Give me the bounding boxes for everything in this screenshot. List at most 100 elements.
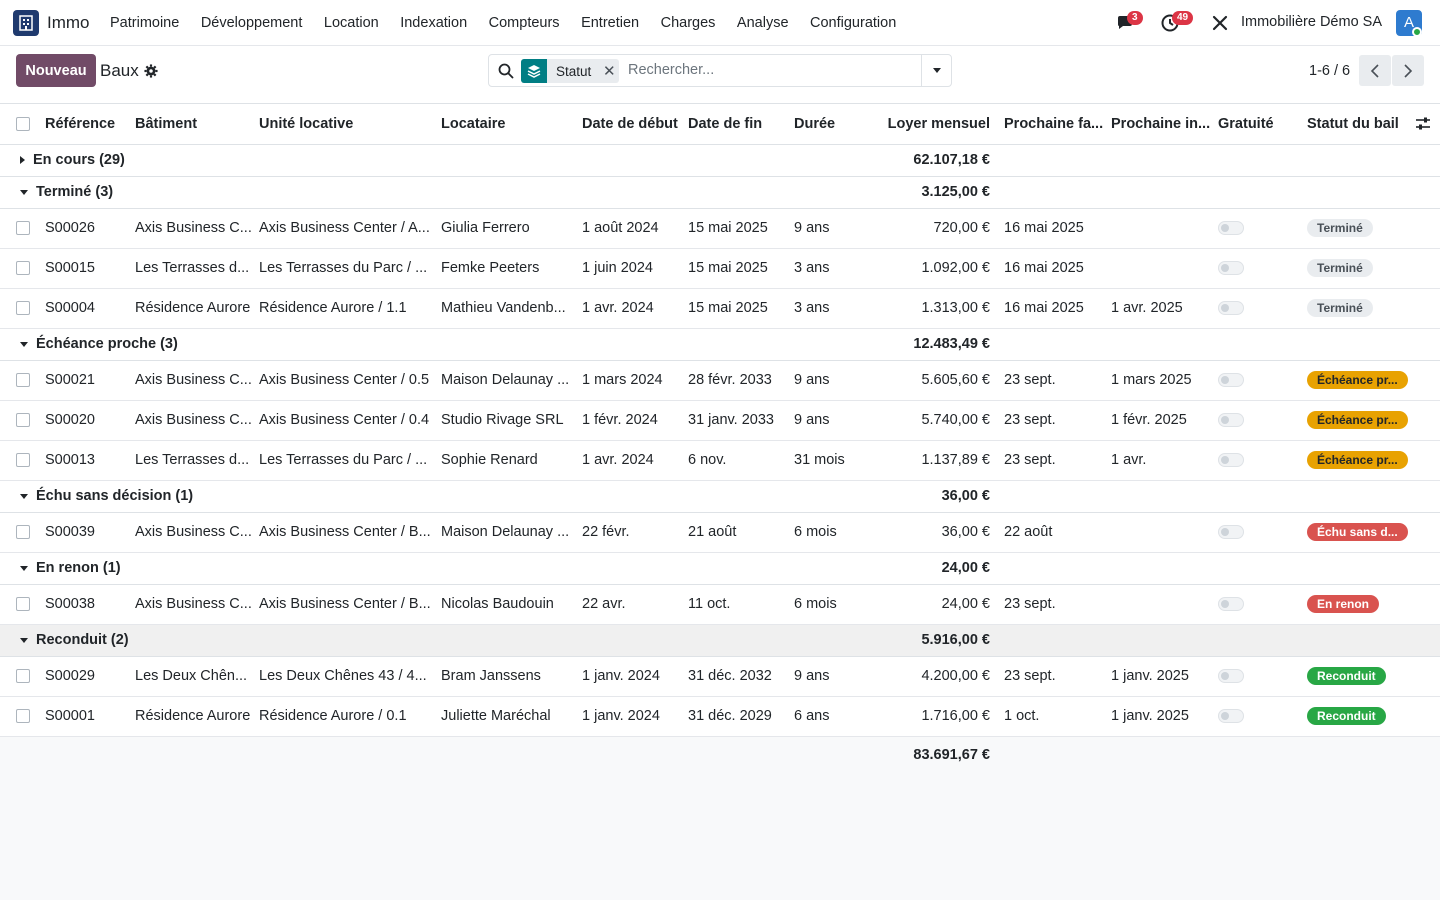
free-period-toggle[interactable] (1218, 525, 1244, 540)
search-input[interactable] (628, 62, 918, 78)
menu-location[interactable]: Location (323, 15, 379, 31)
table-row[interactable]: S00015 Les Terrasses d... Les Terrasses du… (0, 248, 1440, 289)
group-row[interactable]: Échéance proche (3) 12.483,49 € (0, 328, 1440, 361)
building-icon[interactable] (13, 10, 39, 36)
table-row[interactable]: S00004 Résidence Aurore Résidence Aurore /… (0, 288, 1440, 329)
group-label: En cours (29) (33, 152, 125, 168)
table-row[interactable]: S00001 Résidence Aurore Résidence Aurore /… (0, 696, 1440, 737)
free-period-toggle[interactable] (1218, 669, 1244, 684)
column-lease-status[interactable]: Statut du bail (1303, 104, 1415, 145)
pager-next[interactable] (1392, 55, 1424, 86)
column-reference[interactable]: Référence (41, 104, 131, 145)
column-tenant[interactable]: Locataire (437, 104, 578, 145)
row-select-cell (0, 440, 41, 481)
cell-lease-status: Échu sans d... (1303, 512, 1415, 553)
online-status-icon (1412, 27, 1422, 37)
table-row[interactable]: S00020 Axis Business C... Axis Business Ce… (0, 400, 1440, 441)
group-row[interactable]: En renon (1) 24,00 € (0, 552, 1440, 585)
tools-icon[interactable] (1210, 13, 1230, 33)
table-row[interactable]: S00021 Axis Business C... Axis Business Ce… (0, 360, 1440, 401)
column-next-indexation[interactable]: Prochaine in... (1107, 104, 1214, 145)
cell-monthly-rent: 36,00 € (868, 512, 1000, 553)
column-next-invoice[interactable]: Prochaine fa... (1000, 104, 1107, 145)
row-checkbox[interactable] (16, 373, 30, 388)
company-switcher[interactable]: Immobilière Démo SA (1241, 14, 1383, 30)
column-end-date[interactable]: Date de fin (684, 104, 790, 145)
menu-developpement[interactable]: Développement (200, 15, 303, 31)
row-checkbox[interactable] (16, 597, 30, 612)
menu-charges[interactable]: Charges (660, 15, 716, 31)
group-header-cell: Échéance proche (3) (0, 328, 578, 361)
menu-patrimoine[interactable]: Patrimoine (110, 15, 180, 31)
row-checkbox[interactable] (16, 413, 30, 428)
menu-entretien[interactable]: Entretien (581, 15, 640, 31)
row-checkbox[interactable] (16, 221, 30, 236)
cell-next-invoice: 22 août (1000, 512, 1107, 553)
free-period-toggle[interactable] (1218, 261, 1244, 276)
column-duration[interactable]: Durée (790, 104, 868, 145)
column-unit[interactable]: Unité locative (255, 104, 437, 145)
group-header-cell: Reconduit (2) (0, 624, 578, 657)
new-button[interactable]: Nouveau (16, 54, 96, 87)
column-free-period[interactable]: Gratuité (1214, 104, 1303, 145)
chevron-left-icon (1370, 63, 1379, 78)
facet-label: Statut (556, 63, 592, 79)
table-row[interactable]: S00038 Axis Business C... Axis Business Ce… (0, 584, 1440, 625)
group-row[interactable]: Échu sans décision (1) 36,00 € (0, 480, 1440, 513)
free-period-toggle[interactable] (1218, 221, 1244, 236)
cell-next-invoice: 23 sept. (1000, 360, 1107, 401)
cell-monthly-rent: 1.313,00 € (868, 288, 1000, 329)
search-options-toggle[interactable] (921, 55, 951, 86)
row-select-cell (0, 656, 41, 697)
table-row[interactable]: S00029 Les Deux Chên... Les Deux Chênes 43… (0, 656, 1440, 697)
group-label: En renon (1) (36, 560, 121, 576)
search-icon[interactable] (498, 63, 514, 79)
cell-lease-status: Terminé (1303, 248, 1415, 289)
select-all-checkbox[interactable] (16, 116, 30, 131)
optional-columns-toggle[interactable] (1415, 104, 1440, 145)
row-checkbox[interactable] (16, 525, 30, 540)
menu-configuration[interactable]: Configuration (810, 15, 897, 31)
free-period-toggle[interactable] (1218, 453, 1244, 468)
cell-unit: Les Terrasses du Parc / ... (255, 440, 437, 481)
cell-next-invoice: 23 sept. (1000, 400, 1107, 441)
cell-end-date: 31 déc. 2029 (684, 696, 790, 737)
table-row[interactable]: S00039 Axis Business C... Axis Business Ce… (0, 512, 1440, 553)
table-row[interactable]: S00013 Les Terrasses d... Les Terrasses du… (0, 440, 1440, 481)
table-row[interactable]: S00026 Axis Business C... Axis Business Ce… (0, 208, 1440, 249)
layers-icon (521, 59, 547, 83)
row-checkbox[interactable] (16, 261, 30, 276)
free-period-toggle[interactable] (1218, 709, 1244, 724)
cell-free-period (1214, 360, 1303, 401)
cell-duration: 31 mois (790, 440, 868, 481)
free-period-toggle[interactable] (1218, 301, 1244, 316)
cell-next-indexation (1107, 584, 1214, 625)
gear-icon[interactable] (144, 64, 158, 78)
row-checkbox[interactable] (16, 301, 30, 316)
menu-analyse[interactable]: Analyse (736, 15, 789, 31)
row-checkbox[interactable] (16, 669, 30, 684)
cell-lease-status: En renon (1303, 584, 1415, 625)
menu-compteurs[interactable]: Compteurs (488, 15, 560, 31)
free-period-toggle[interactable] (1218, 597, 1244, 612)
group-row[interactable]: Terminé (3) 3.125,00 € (0, 176, 1440, 209)
column-monthly-rent[interactable]: Loyer mensuel (868, 104, 1000, 145)
free-period-toggle[interactable] (1218, 373, 1244, 388)
cell-reference: S00013 (41, 440, 131, 481)
row-checkbox[interactable] (16, 709, 30, 724)
cell-building: Résidence Aurore (131, 288, 255, 329)
app-name[interactable]: Immo (47, 13, 90, 32)
cell-monthly-rent: 1.716,00 € (868, 696, 1000, 737)
row-checkbox[interactable] (16, 453, 30, 468)
close-icon[interactable]: ✕ (602, 63, 616, 80)
pager-previous[interactable] (1359, 55, 1391, 86)
column-start-date[interactable]: Date de début (578, 104, 684, 145)
pager-value[interactable]: 1-6 / 6 (1309, 63, 1351, 79)
group-row[interactable]: En cours (29) 62.107,18 € (0, 144, 1440, 177)
column-building[interactable]: Bâtiment (131, 104, 255, 145)
free-period-toggle[interactable] (1218, 413, 1244, 428)
menu-indexation[interactable]: Indexation (400, 15, 468, 31)
control-panel: Nouveau Baux Statut ✕ 1-6 / 6 (0, 46, 1440, 104)
top-navbar: Immo Patrimoine Développement Location I… (0, 0, 1440, 46)
group-row[interactable]: Reconduit (2) 5.916,00 € (0, 624, 1440, 657)
